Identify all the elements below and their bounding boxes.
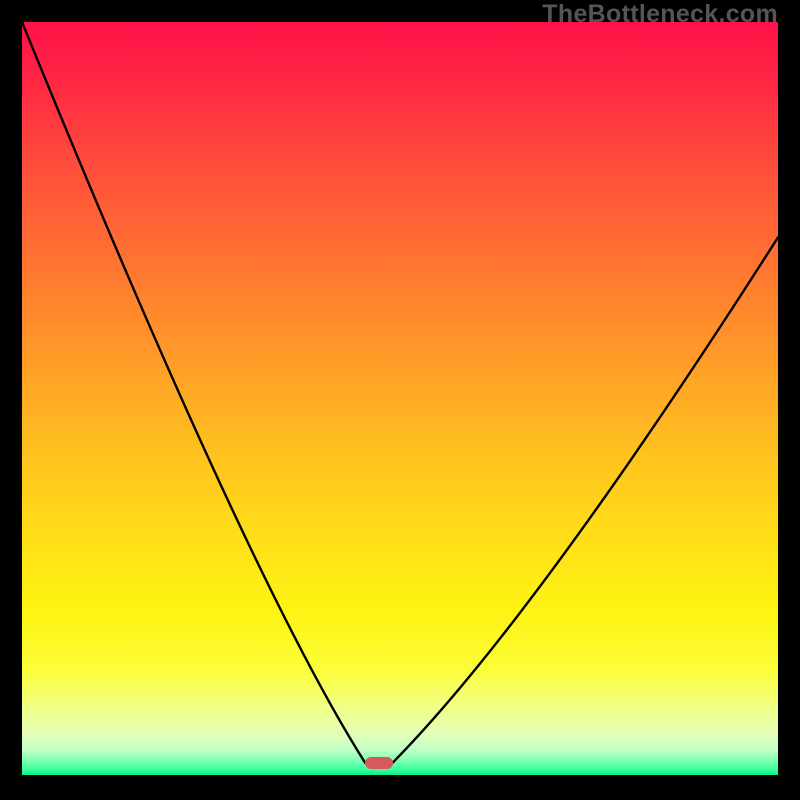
chart-container: TheBottleneck.com (0, 0, 800, 800)
watermark-text: TheBottleneck.com (542, 0, 778, 29)
gradient-background (22, 22, 778, 775)
optimum-marker (365, 757, 393, 769)
plot-area (22, 22, 778, 775)
